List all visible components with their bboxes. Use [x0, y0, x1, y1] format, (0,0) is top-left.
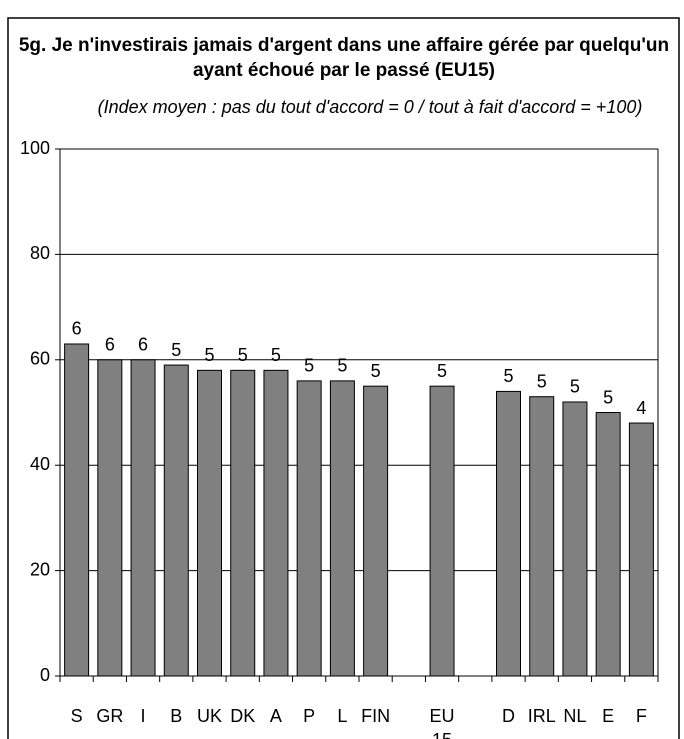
x-tick-label: S — [70, 706, 83, 726]
x-tick-label: EU15 — [429, 706, 455, 739]
x-tick-label: GR — [96, 706, 124, 726]
value-label: 5 — [371, 361, 381, 381]
bar — [529, 396, 555, 677]
chart-title: 5g. Je n'investirais jamais d'argent dan… — [18, 35, 670, 81]
value-label: 5 — [537, 371, 547, 391]
bar — [97, 359, 123, 677]
y-tick-label: 100 — [20, 138, 50, 158]
value-label: 4 — [636, 398, 646, 418]
chart-frame — [7, 17, 680, 739]
x-tick-label: B — [170, 706, 183, 726]
y-tick-label: 20 — [30, 559, 50, 579]
value-label: 5 — [171, 340, 181, 360]
x-tick-label: P — [303, 706, 316, 726]
x-tick-label: DK — [230, 706, 256, 726]
bar — [562, 401, 588, 677]
bar — [329, 380, 355, 677]
value-label: 5 — [503, 366, 513, 386]
x-tick-label: IRL — [527, 706, 556, 726]
value-label: 5 — [238, 345, 248, 365]
x-tick-label: I — [140, 706, 146, 726]
bar — [363, 385, 389, 677]
bar — [230, 369, 256, 677]
y-tick-label: 80 — [30, 243, 50, 263]
x-tick-label: NL — [563, 706, 587, 726]
value-label: 5 — [304, 356, 314, 376]
bar — [163, 364, 189, 677]
x-tick-label: UK — [196, 706, 222, 726]
bar — [496, 390, 521, 677]
bar — [628, 422, 654, 677]
x-tick-label: L — [337, 706, 348, 726]
value-label: 6 — [138, 335, 148, 355]
bar — [64, 343, 90, 677]
chart-subtitle: (Index moyen : pas du tout d'accord = 0 … — [97, 97, 643, 117]
value-label: 5 — [204, 345, 214, 365]
bar — [263, 369, 289, 677]
value-label: 6 — [105, 335, 115, 355]
y-tick-label: 0 — [40, 665, 50, 685]
value-label: 5 — [570, 377, 580, 397]
bar — [130, 359, 156, 677]
bar — [197, 369, 222, 677]
value-label: 5 — [603, 387, 613, 407]
value-label: 6 — [72, 319, 82, 339]
bar — [429, 385, 455, 677]
y-tick-label: 60 — [30, 349, 50, 369]
x-tick-label: E — [602, 706, 615, 726]
bar — [595, 412, 621, 677]
bar — [296, 380, 322, 677]
y-tick-label: 40 — [30, 454, 50, 474]
value-label: 5 — [437, 361, 447, 381]
x-tick-label: F — [635, 706, 647, 726]
x-tick-label: A — [269, 706, 282, 726]
value-label: 5 — [337, 356, 347, 376]
x-tick-label: D — [501, 706, 515, 726]
value-label: 5 — [271, 345, 281, 365]
x-tick-label: FIN — [361, 706, 391, 726]
